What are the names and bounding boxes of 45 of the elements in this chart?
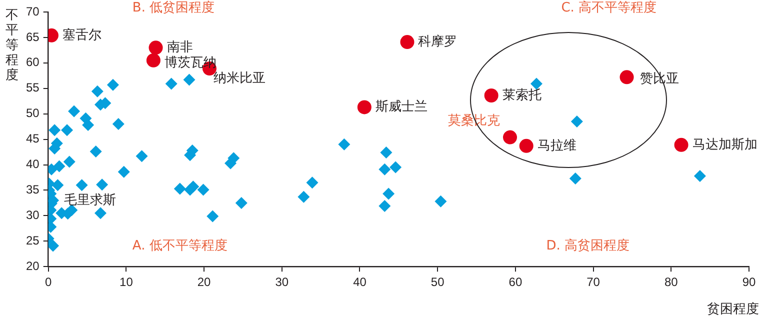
y-tick-label: 55 xyxy=(26,80,40,95)
point xyxy=(674,138,688,152)
y-tick-label: 30 xyxy=(26,208,40,222)
annotation: A. 低不平等程度 xyxy=(132,237,228,254)
y-tick-label: 70 xyxy=(26,4,40,18)
annotation: 斯威士兰 xyxy=(375,100,428,115)
y-tick-label: 35 xyxy=(26,182,40,197)
x-tick-label: 60 xyxy=(508,275,522,290)
annotation: 科摩罗 xyxy=(418,34,458,50)
point xyxy=(400,35,414,50)
annotation: 马拉维 xyxy=(537,138,576,154)
point xyxy=(503,130,517,144)
annotation: 塞舌尔 xyxy=(62,26,102,43)
x-tick-label: 50 xyxy=(430,275,445,290)
annotation: 马达加斯加 xyxy=(692,137,758,152)
annotation: C. 高不平等程度 xyxy=(561,0,657,16)
annotation: 纳米比亚 xyxy=(214,70,266,86)
annotation: B. 低贫困程度 xyxy=(132,0,215,16)
y-axis-title: 不平等程度 xyxy=(4,8,20,83)
y-tick-label: 60 xyxy=(26,55,40,70)
x-tick-label: 90 xyxy=(742,275,756,290)
y-tick-label: 25 xyxy=(26,233,40,248)
point xyxy=(146,53,160,68)
x-tick-label: 20 xyxy=(197,275,212,290)
annotation: 莱索托 xyxy=(502,88,542,103)
annotation: D. 高贫困程度 xyxy=(546,237,630,254)
x-tick-label: 10 xyxy=(120,275,134,290)
y-tick-label: 50 xyxy=(26,106,40,120)
y-tick-label: 45 xyxy=(26,132,40,146)
annotation: 南非 xyxy=(166,40,193,56)
point xyxy=(519,138,534,153)
x-tick-label: 40 xyxy=(353,275,367,290)
x-tick-label: 80 xyxy=(664,275,678,290)
point xyxy=(620,70,634,84)
annotation: 毛里求斯 xyxy=(64,192,116,208)
point xyxy=(148,40,163,55)
x-tick-label: 70 xyxy=(586,275,600,290)
x-axis-title: 贫困程度 xyxy=(707,301,759,318)
y-tick-label: 65 xyxy=(26,30,40,44)
x-tick-label: 30 xyxy=(275,275,289,290)
point xyxy=(484,88,498,103)
point xyxy=(357,100,372,114)
x-tick-label: 0 xyxy=(45,275,52,290)
y-tick-label: 20 xyxy=(26,258,40,273)
y-tick-label: 40 xyxy=(26,157,40,172)
